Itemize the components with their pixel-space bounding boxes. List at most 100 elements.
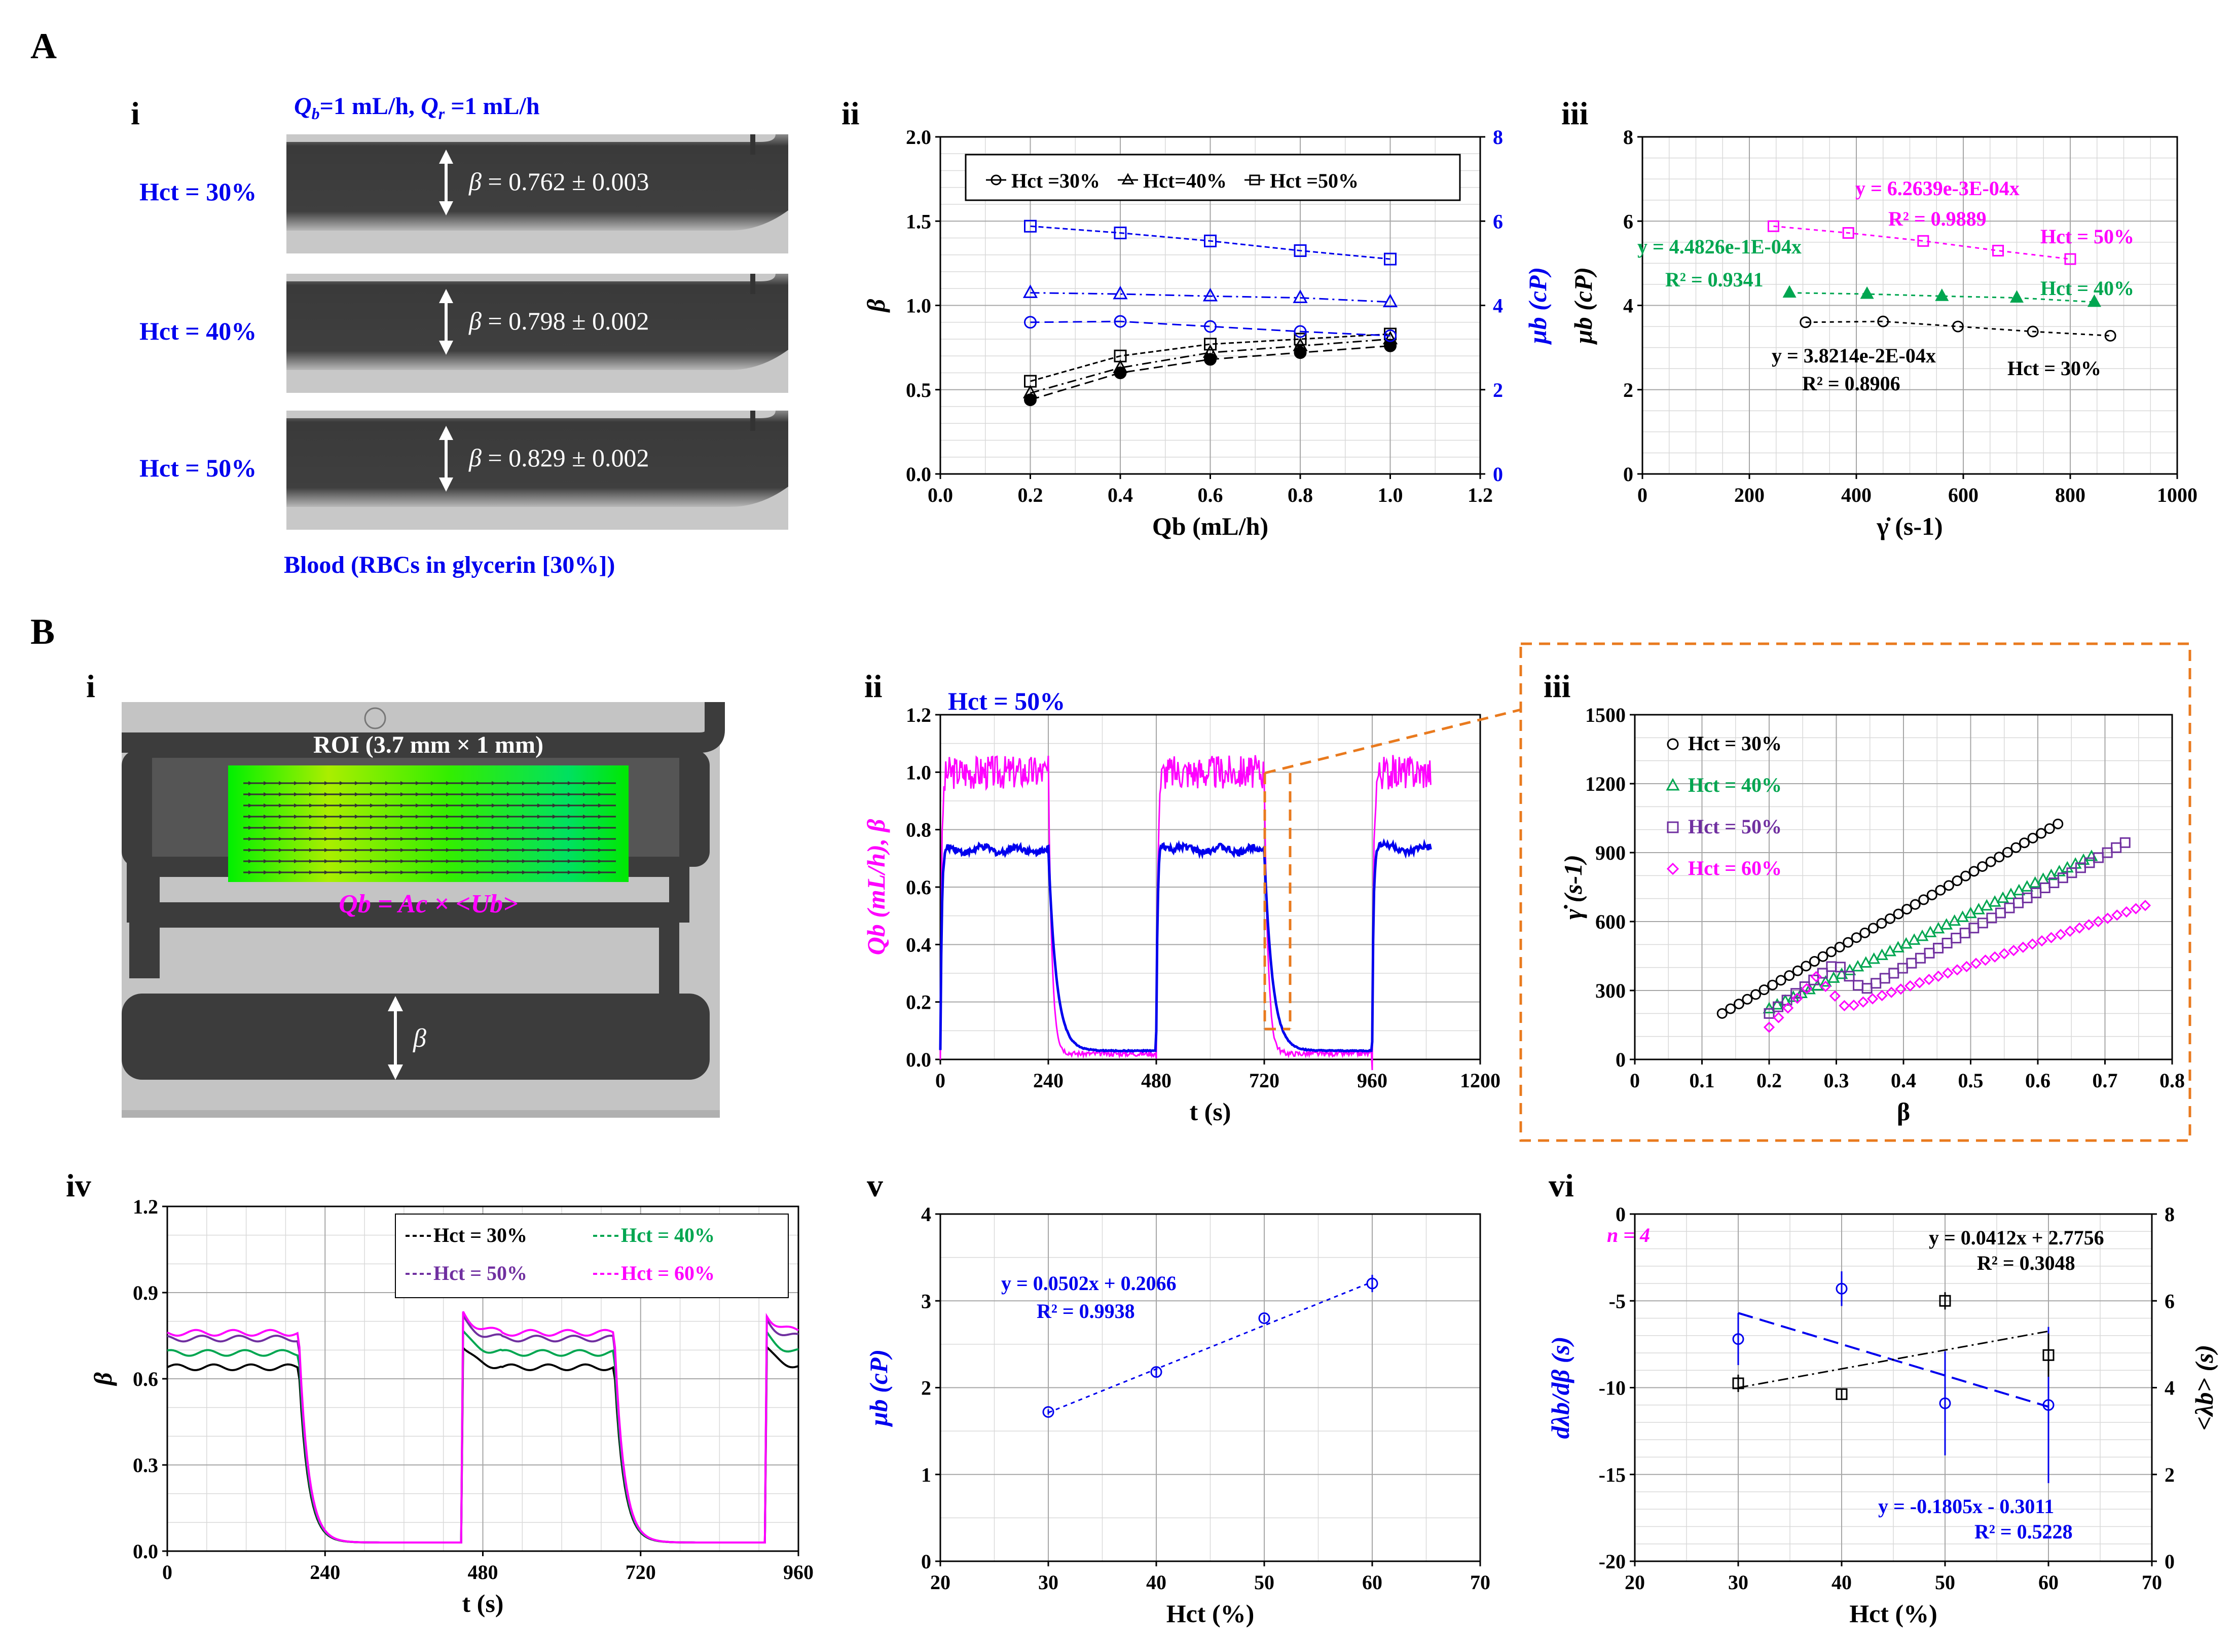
scatter-point	[1819, 975, 1832, 987]
roi-vector	[355, 781, 359, 785]
roi-vector	[309, 870, 313, 874]
roi-vector	[522, 837, 526, 841]
roi-vector	[431, 859, 435, 863]
scatter-point	[1876, 918, 1887, 929]
x-axis-label: Hct (%)	[1166, 1599, 1255, 1628]
roi-vector	[264, 837, 268, 841]
y-tick-label: 0.3	[133, 1454, 158, 1477]
roi-vector	[385, 848, 389, 852]
series-line-1	[1030, 338, 1390, 394]
roi-vector	[583, 848, 587, 852]
roi-vector	[568, 837, 572, 841]
scatter-point	[1817, 951, 1828, 962]
roi-vector	[309, 781, 313, 785]
roi-vector	[522, 815, 526, 819]
roi-vector	[416, 815, 420, 819]
Bv-fit-texts: y = 0.0502x + 0.2066 R² = 0.9938	[1001, 1272, 1177, 1323]
Bvi-fit-texts: n = 4 y = 0.0412x + 2.7756 R² = 0.3048 y…	[1607, 1224, 2104, 1543]
y-tick-label: 600	[1595, 910, 1626, 933]
roi-vector	[248, 837, 252, 841]
chart-Bv: 20 30 40 50 60 70 0 1 2 3 4 Hct (%) μb (cP)	[864, 1203, 1490, 1628]
x-tick-label: 20	[930, 1571, 950, 1594]
Bii-hct-label: Hct = 50%	[948, 687, 1065, 715]
scatter-point	[1952, 875, 1963, 887]
x-tick-label: 480	[1141, 1069, 1171, 1092]
roi-vector	[385, 792, 389, 796]
roi-vector	[492, 848, 496, 852]
roi-vector	[507, 781, 511, 785]
x-tick-label: 0.4	[1891, 1069, 1916, 1092]
roi-vector	[340, 815, 344, 819]
scatter-point	[1914, 977, 1925, 988]
y-tick-label: 1.2	[133, 1195, 158, 1218]
legend-entry: Hct = 60%	[1688, 857, 1782, 879]
data-point	[1384, 252, 1397, 266]
roi-vector	[477, 870, 481, 874]
x-tick-label: 480	[468, 1561, 498, 1584]
roi-vector	[416, 792, 420, 796]
y-tick-label: 8	[1623, 126, 1633, 149]
y2-tick-label: 6	[1493, 210, 1503, 233]
roi-vector	[583, 781, 587, 785]
data-point	[1836, 1388, 1848, 1400]
scatter-point	[1867, 923, 1879, 934]
scatter-point	[2077, 853, 2090, 865]
legend-marker	[991, 174, 1002, 186]
roi-vector	[355, 837, 359, 841]
roi-vector	[264, 848, 268, 852]
fit50-eq: y = 6.2639e-3E-04x	[1855, 177, 2020, 200]
roi-vector	[400, 803, 405, 807]
scatter-point	[1763, 1002, 1776, 1013]
data-point	[2009, 290, 2024, 303]
roi-vector	[416, 826, 420, 830]
scatter-point	[1918, 894, 1929, 905]
Bv-fit-r2: R² = 0.9938	[1037, 1300, 1135, 1323]
scatter-point	[1843, 964, 1856, 975]
x-tick-label: 30	[1038, 1571, 1058, 1594]
y-axis-label: β	[89, 1372, 117, 1386]
y-tick-label: 1.5	[906, 210, 931, 233]
chart-Bvi: 20 30 40 50 60 70 -20 -15 -10 -5 0 0 2 4 6 8 Hct (%) dλb/…	[1546, 1203, 2218, 1628]
scatter-point	[1970, 958, 1982, 969]
scatter-point	[1826, 946, 1837, 958]
scatter-point	[2119, 837, 2131, 848]
x-tick-label: 30	[1728, 1571, 1748, 1594]
scatter-point	[2057, 872, 2068, 884]
roi-vector	[477, 859, 481, 863]
roi-vector	[355, 803, 359, 807]
y-tick-label: 0.4	[906, 933, 931, 956]
roi-vector	[324, 781, 328, 785]
roi-vector	[492, 792, 496, 796]
roi-vector	[385, 803, 389, 807]
scatter-point	[1998, 948, 2010, 960]
roi-vector	[370, 870, 374, 874]
scatter-point	[2045, 932, 2057, 943]
roi-vector	[264, 792, 268, 796]
roi-vector	[537, 781, 541, 785]
panel-label-Bii: ii	[864, 668, 883, 704]
legend-entry: Hct = 40%	[1688, 774, 1782, 796]
roi-vector	[264, 781, 268, 785]
chart-Aii: 0.0 0.2 0.4 0.6 0.8 1.0 1.2 0.0 0.5 1.0 1.5 2.0 0 2 4 6…	[862, 126, 1552, 540]
data-point	[2087, 294, 2102, 307]
data-point	[1022, 385, 1038, 398]
scatter-point	[1964, 906, 1977, 919]
roi-vector	[431, 848, 435, 852]
legend-marker	[1121, 173, 1134, 185]
data-point	[1767, 220, 1779, 232]
x-axis-label: γ̇ (s-1)	[1876, 512, 1943, 540]
x-tick-label: 240	[310, 1561, 340, 1584]
data-point	[1935, 288, 1949, 301]
scatter-point	[2031, 887, 2042, 898]
roi-vector	[279, 792, 283, 796]
roi-vector	[370, 848, 374, 852]
photo-row-2: Hct = 50% β = 0.829 ± 0.002	[139, 411, 788, 530]
roi-vector	[492, 837, 496, 841]
roi-vector	[492, 781, 496, 785]
Bvi-r1: R² = 0.3048	[1977, 1252, 2075, 1274]
x-tick-label: 1.2	[1468, 484, 1493, 506]
roi-vector	[492, 870, 496, 874]
x-tick-label: 0.8	[2159, 1069, 2185, 1092]
roi-vector	[400, 792, 405, 796]
